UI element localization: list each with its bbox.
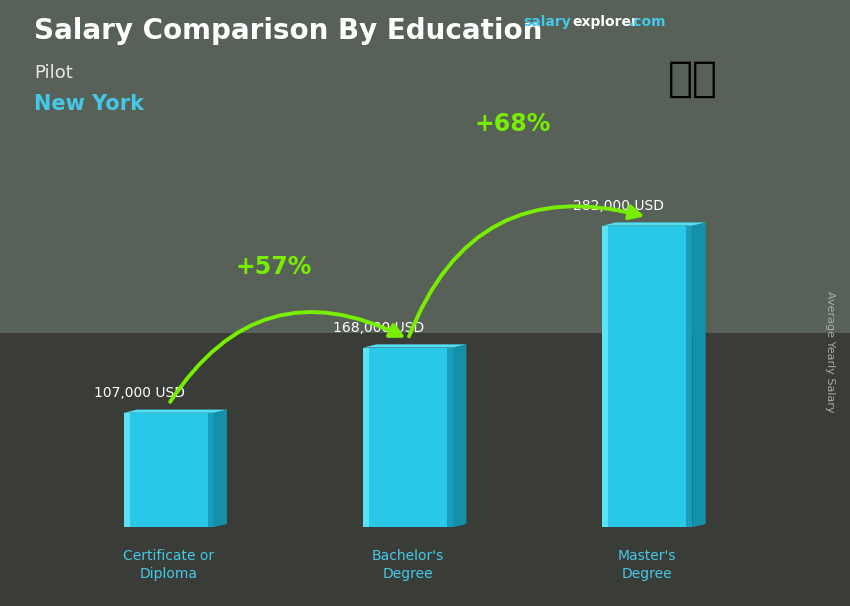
Text: Certificate or
Diploma: Certificate or Diploma [123, 548, 214, 581]
Text: Bachelor's
Degree: Bachelor's Degree [371, 548, 444, 581]
Polygon shape [603, 225, 692, 527]
Bar [0, 333, 850, 606]
Text: New York: New York [34, 94, 144, 114]
Text: .com: .com [629, 15, 666, 29]
Text: +68%: +68% [474, 112, 551, 136]
Text: +57%: +57% [235, 255, 312, 279]
Text: Salary Comparison By Education: Salary Comparison By Education [34, 17, 542, 45]
Text: Average Yearly Salary: Average Yearly Salary [824, 291, 835, 412]
Polygon shape [363, 348, 453, 527]
Polygon shape [447, 348, 453, 527]
Polygon shape [363, 348, 369, 527]
Polygon shape [207, 413, 213, 527]
Polygon shape [124, 413, 213, 527]
Text: 282,000 USD: 282,000 USD [573, 199, 664, 213]
Polygon shape [603, 222, 706, 225]
Polygon shape [124, 413, 130, 527]
Polygon shape [686, 225, 692, 527]
Text: 168,000 USD: 168,000 USD [333, 321, 424, 335]
Bar [0, 0, 850, 333]
Text: salary: salary [523, 15, 570, 29]
Polygon shape [603, 225, 609, 527]
Polygon shape [124, 410, 227, 413]
Polygon shape [692, 222, 706, 527]
Text: explorer: explorer [572, 15, 638, 29]
Text: Master's
Degree: Master's Degree [618, 548, 677, 581]
Polygon shape [363, 344, 467, 348]
Polygon shape [453, 344, 467, 527]
Text: 107,000 USD: 107,000 USD [94, 386, 184, 400]
Polygon shape [213, 410, 227, 527]
Text: 🇺🇸: 🇺🇸 [668, 58, 717, 99]
Text: Pilot: Pilot [34, 64, 73, 82]
